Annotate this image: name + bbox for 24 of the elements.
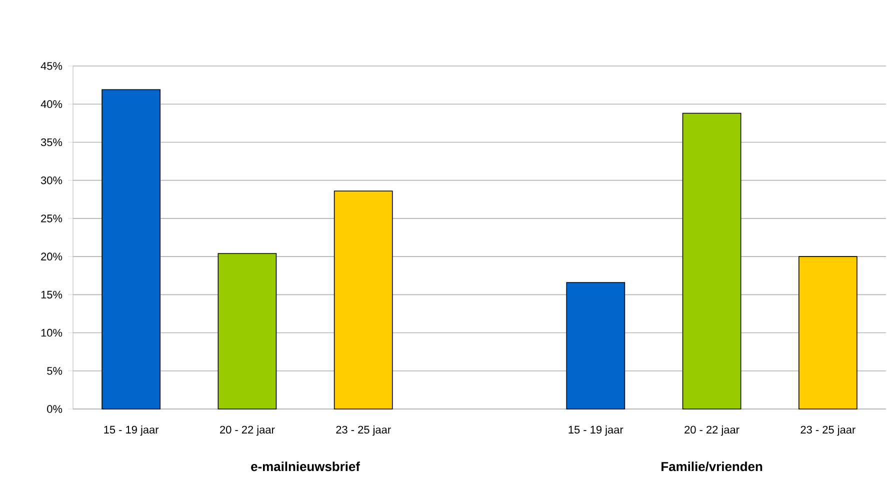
y-tick-label: 25%	[41, 214, 62, 222]
bar	[566, 282, 626, 410]
x-tick-label: 15 - 19 jaar	[568, 426, 624, 436]
y-tick-label: 0%	[47, 405, 62, 413]
x-tick-label: 23 - 25 jaar	[800, 426, 856, 436]
y-tick-label: 20%	[41, 252, 62, 260]
y-tick-label: 45%	[40, 62, 62, 70]
text: Familie/vrienden	[662, 462, 762, 472]
y-tick-label: 10%	[41, 328, 62, 337]
bar	[334, 190, 393, 410]
x-tick-label: 20 - 22 jaar	[684, 426, 740, 436]
y-tick-label: 15%	[41, 290, 62, 299]
y-tick-label: 5%	[47, 367, 62, 375]
y-tick-label: 40%	[40, 100, 62, 108]
text: e-mailnieuwsbrief	[251, 462, 360, 472]
x-tick-label: 15 - 19 jaar	[104, 426, 159, 436]
x-tick-label: 20 - 22 jaar	[220, 426, 275, 436]
bar	[798, 256, 858, 410]
x-tick-label: 23 - 25 jaar	[336, 426, 391, 436]
bar	[218, 253, 277, 410]
bar	[102, 89, 161, 410]
bar	[682, 112, 742, 410]
y-tick-label: 30%	[40, 176, 62, 184]
y-tick-label: 35%	[40, 138, 62, 146]
